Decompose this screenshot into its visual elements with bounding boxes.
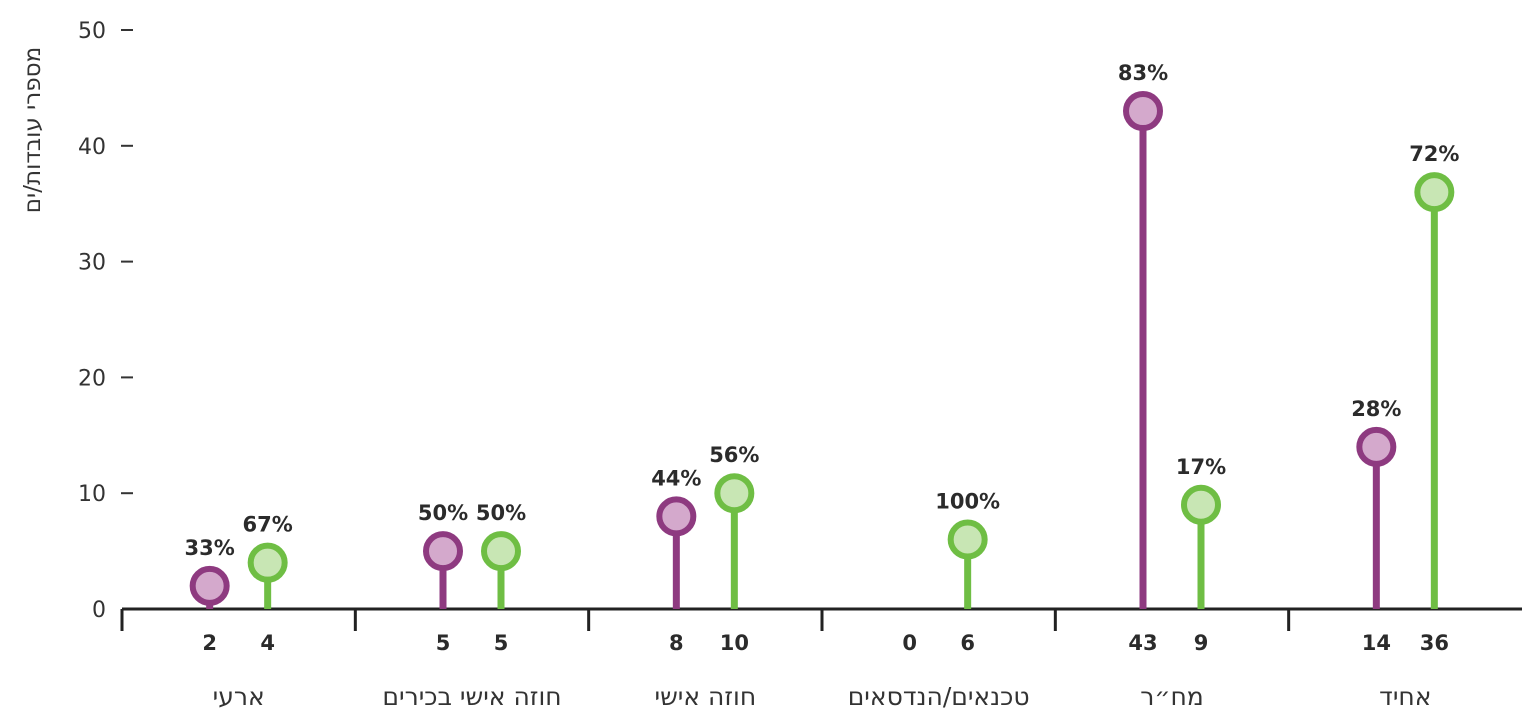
category-label: טכנאים/הנדסאים [848, 682, 1030, 711]
y-tick-label: 30 [78, 251, 106, 276]
percent-label: 50% [418, 501, 468, 525]
y-tick-label: 10 [78, 482, 106, 507]
lollipop-head [656, 496, 697, 537]
percent-label: 72% [1409, 142, 1459, 166]
category-label: חוזה אישי בכירים [382, 682, 561, 711]
percent-label: 83% [1118, 61, 1168, 85]
lollipop-head [1181, 484, 1221, 525]
category-label: מח״ר [1140, 682, 1204, 711]
y-tick-label: 20 [78, 366, 106, 391]
percent-label: 100% [935, 490, 1000, 514]
lollipop-head [247, 542, 288, 583]
count-label: 43 [1128, 631, 1157, 655]
y-tick-label: 0 [92, 598, 106, 623]
count-label: 5 [436, 631, 451, 655]
count-label: 14 [1362, 631, 1391, 655]
percent-label: 33% [185, 536, 235, 560]
lollipop-head [423, 531, 463, 572]
category-label: ארעי [213, 682, 265, 711]
category-label: אחיד [1379, 682, 1431, 711]
percent-label: 17% [1176, 455, 1226, 479]
y-tick-label: 50 [78, 19, 106, 44]
count-label: 10 [720, 631, 749, 655]
count-label: 6 [960, 631, 975, 655]
y-tick-label: 40 [78, 135, 106, 160]
percent-label: 44% [651, 466, 701, 490]
y-axis-title: מספרי עובדות/ים [20, 47, 46, 213]
lollipop-head [947, 519, 988, 560]
lollipop-head [1414, 172, 1455, 213]
lollipop-head [1356, 426, 1397, 467]
count-label: 36 [1420, 631, 1449, 655]
percent-label: 56% [709, 443, 759, 467]
count-label: 0 [902, 631, 917, 655]
percent-label: 67% [243, 513, 293, 537]
count-label: 2 [202, 631, 217, 655]
marks: 2 33% 4 67% 5 50% 5 50% 8 44% 10 56% 0 6 100% 43 83% 9 17%… [185, 61, 1460, 655]
lollipop-head [1123, 91, 1163, 132]
lollipop-head [481, 531, 521, 572]
lollipop-head [714, 473, 755, 514]
lollipop-head [189, 565, 230, 606]
count-label: 4 [260, 631, 275, 655]
percent-label: 28% [1351, 397, 1401, 421]
percent-label: 50% [476, 501, 526, 525]
category-label: חוזה אישי [654, 682, 756, 711]
count-label: 9 [1194, 631, 1209, 655]
count-label: 8 [669, 631, 684, 655]
count-label: 5 [494, 631, 509, 655]
